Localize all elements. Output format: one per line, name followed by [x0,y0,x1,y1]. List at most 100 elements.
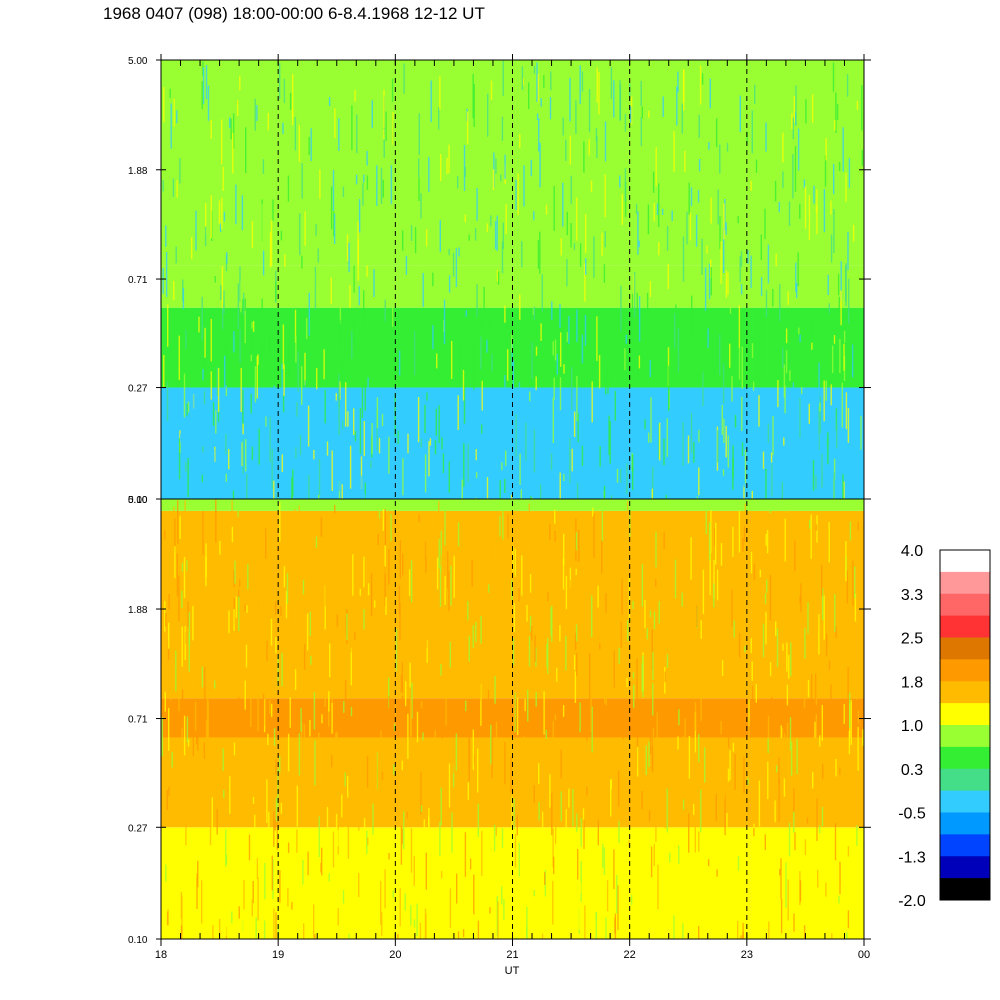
texture-streak [306,613,309,651]
texture-streak [475,472,478,479]
texture-streak [426,392,428,401]
texture-streak [166,381,169,421]
texture-streak [339,381,341,400]
texture-streak [716,569,719,601]
texture-streak [175,246,177,264]
texture-streak [848,231,850,250]
texture-streak [808,195,811,241]
texture-streak [787,699,789,722]
texture-streak [559,625,561,642]
texture-streak [225,894,227,936]
texture-streak [633,271,636,318]
texture-streak [732,742,735,752]
texture-streak [644,419,646,430]
texture-streak [350,707,353,717]
texture-streak [165,225,167,247]
texture-streak [439,76,441,110]
texture-streak [347,819,350,859]
texture-streak [676,86,678,126]
colorbar-swatch [940,834,990,857]
texture-streak [355,174,358,185]
texture-streak [455,733,458,771]
texture-streak [565,809,567,840]
texture-streak [761,897,764,905]
texture-streak [337,829,339,847]
texture-streak [183,373,186,418]
texture-streak [287,842,290,853]
texture-streak [367,377,369,419]
texture-streak [774,180,777,202]
texture-streak [411,682,413,719]
texture-streak [547,592,549,601]
texture-streak [492,169,495,191]
texture-streak [397,934,399,939]
texture-streak [512,638,515,665]
texture-streak [785,350,788,374]
texture-streak [776,458,779,499]
texture-streak [701,73,704,85]
texture-streak [682,422,684,466]
texture-streak [204,667,206,701]
texture-streak [812,771,814,789]
texture-streak [526,604,528,622]
texture-streak [684,448,686,476]
texture-streak [491,735,493,778]
texture-streak [313,271,315,287]
texture-streak [192,605,194,641]
texture-streak [652,171,655,193]
texture-streak [778,757,780,784]
texture-streak [626,501,629,518]
colorbar: 4.03.32.51.81.00.3-0.5-1.3-2.0 [898,543,991,910]
texture-streak [313,520,316,545]
texture-streak [475,497,477,499]
texture-streak [490,80,493,101]
texture-streak [316,367,318,390]
texture-streak [497,901,499,939]
texture-streak [472,483,475,499]
texture-streak [812,459,815,491]
texture-streak [418,158,420,178]
texture-streak [484,90,486,125]
texture-streak [804,839,807,856]
texture-streak [581,334,584,364]
texture-streak [638,86,640,116]
texture-streak [265,416,267,427]
texture-streak [265,173,267,190]
texture-streak [465,700,467,712]
texture-streak [796,536,798,556]
texture-streak [363,174,365,183]
texture-streak [388,696,390,717]
texture-streak [816,587,819,631]
texture-streak [358,285,360,306]
texture-streak [843,343,845,371]
texture-streak [352,554,354,596]
texture-streak [586,786,588,796]
texture-streak [370,743,372,757]
texture-streak [848,158,851,188]
texture-streak [684,872,686,886]
texture-streak [856,484,858,499]
texture-streak [781,767,783,803]
texture-streak [428,808,430,836]
texture-streak [241,442,243,467]
texture-streak [783,364,786,398]
texture-streak [584,315,587,346]
texture-streak [682,923,684,939]
texture-streak [578,601,580,646]
texture-streak [621,193,623,226]
texture-streak [448,763,451,808]
texture-streak [516,697,519,735]
texture-streak [515,179,517,211]
colorbar-label: 2.5 [901,631,923,648]
texture-streak [338,118,340,151]
texture-streak [760,277,763,297]
texture-streak [201,474,203,483]
texture-streak [701,238,703,275]
texture-streak [581,71,584,92]
texture-streak [367,583,370,596]
texture-streak [764,839,767,870]
texture-streak [222,166,224,191]
texture-streak [266,779,268,823]
texture-streak [583,819,585,849]
texture-streak [363,421,365,457]
